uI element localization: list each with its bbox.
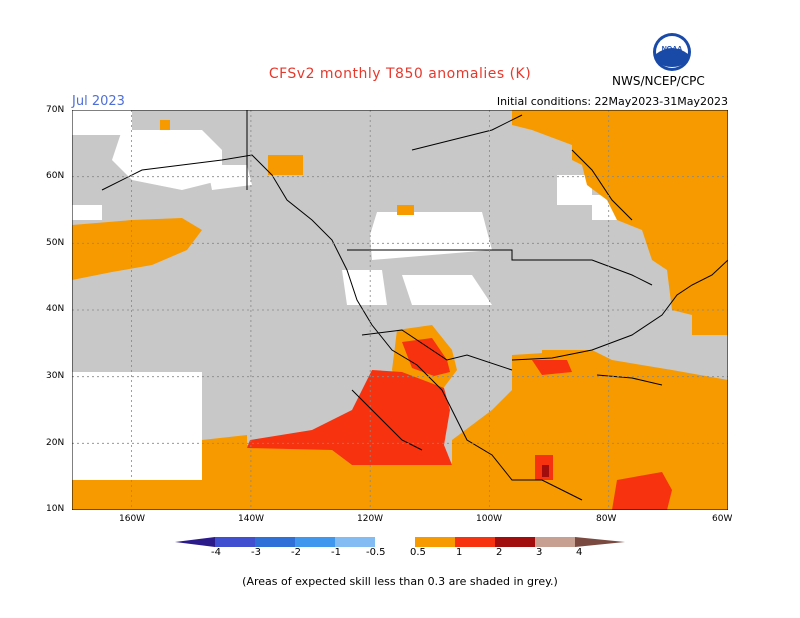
forecast-month: Jul 2023	[72, 94, 125, 109]
anomaly-map	[72, 110, 728, 510]
coastlines	[101, 110, 728, 501]
lat-lon-gridlines	[72, 110, 728, 510]
colorbar-label: -0.5	[366, 547, 386, 558]
neutral-regions	[72, 110, 622, 482]
lat-label-20n: 20N	[46, 438, 65, 448]
very-warm-regions	[542, 465, 549, 477]
lat-label-70n: 70N	[46, 105, 65, 115]
colorbar-label: -1	[331, 547, 341, 558]
colorbar-label: -2	[291, 547, 301, 558]
colorbar-label: 1	[456, 547, 463, 558]
colorbar-bin	[535, 537, 575, 547]
colorbar-label: -3	[251, 547, 261, 558]
initial-conditions: Initial conditions: 22May2023-31May2023	[496, 95, 728, 108]
colorbar-bin	[375, 537, 415, 547]
colorbar-bin	[215, 537, 255, 547]
lat-label-40n: 40N	[46, 304, 65, 314]
map-title: CFSv2 monthly T850 anomalies (K)	[268, 66, 532, 82]
lon-label-140w: 140W	[238, 514, 265, 524]
colorbar-bin	[295, 537, 335, 547]
lat-label-30n: 30N	[46, 371, 65, 381]
lon-label-160w: 160W	[119, 514, 146, 524]
colorbar-bin	[455, 537, 495, 547]
colorbar-bin	[415, 537, 455, 547]
colorbar-min-arrow	[175, 537, 215, 547]
colorbar	[175, 537, 625, 547]
agency-label: NWS/NCEP/CPC	[612, 74, 705, 88]
logo-text: NOAA	[662, 46, 683, 53]
lat-label-60n: 60N	[46, 171, 65, 181]
lon-label-120w: 120W	[357, 514, 384, 524]
colorbar-label: 0.5	[410, 547, 426, 558]
colorbar-label: 4	[576, 547, 583, 558]
colorbar-bin	[495, 537, 535, 547]
lat-label-10n: 10N	[46, 504, 65, 514]
lon-label-80w: 80W	[596, 514, 617, 524]
warm-anomaly-regions	[72, 110, 728, 510]
noaa-logo-icon: NOAA	[653, 33, 691, 71]
colorbar-label: 3	[536, 547, 543, 558]
lon-label-60w: 60W	[712, 514, 733, 524]
colorbar-bin	[335, 537, 375, 547]
colorbar-label: -4	[211, 547, 221, 558]
colorbar-bin	[255, 537, 295, 547]
skill-note: (Areas of expected skill less than 0.3 a…	[242, 575, 558, 588]
colorbar-max-arrow	[575, 537, 625, 547]
lon-label-100w: 100W	[476, 514, 503, 524]
lat-label-50n: 50N	[46, 238, 65, 248]
colorbar-label: 2	[496, 547, 503, 558]
